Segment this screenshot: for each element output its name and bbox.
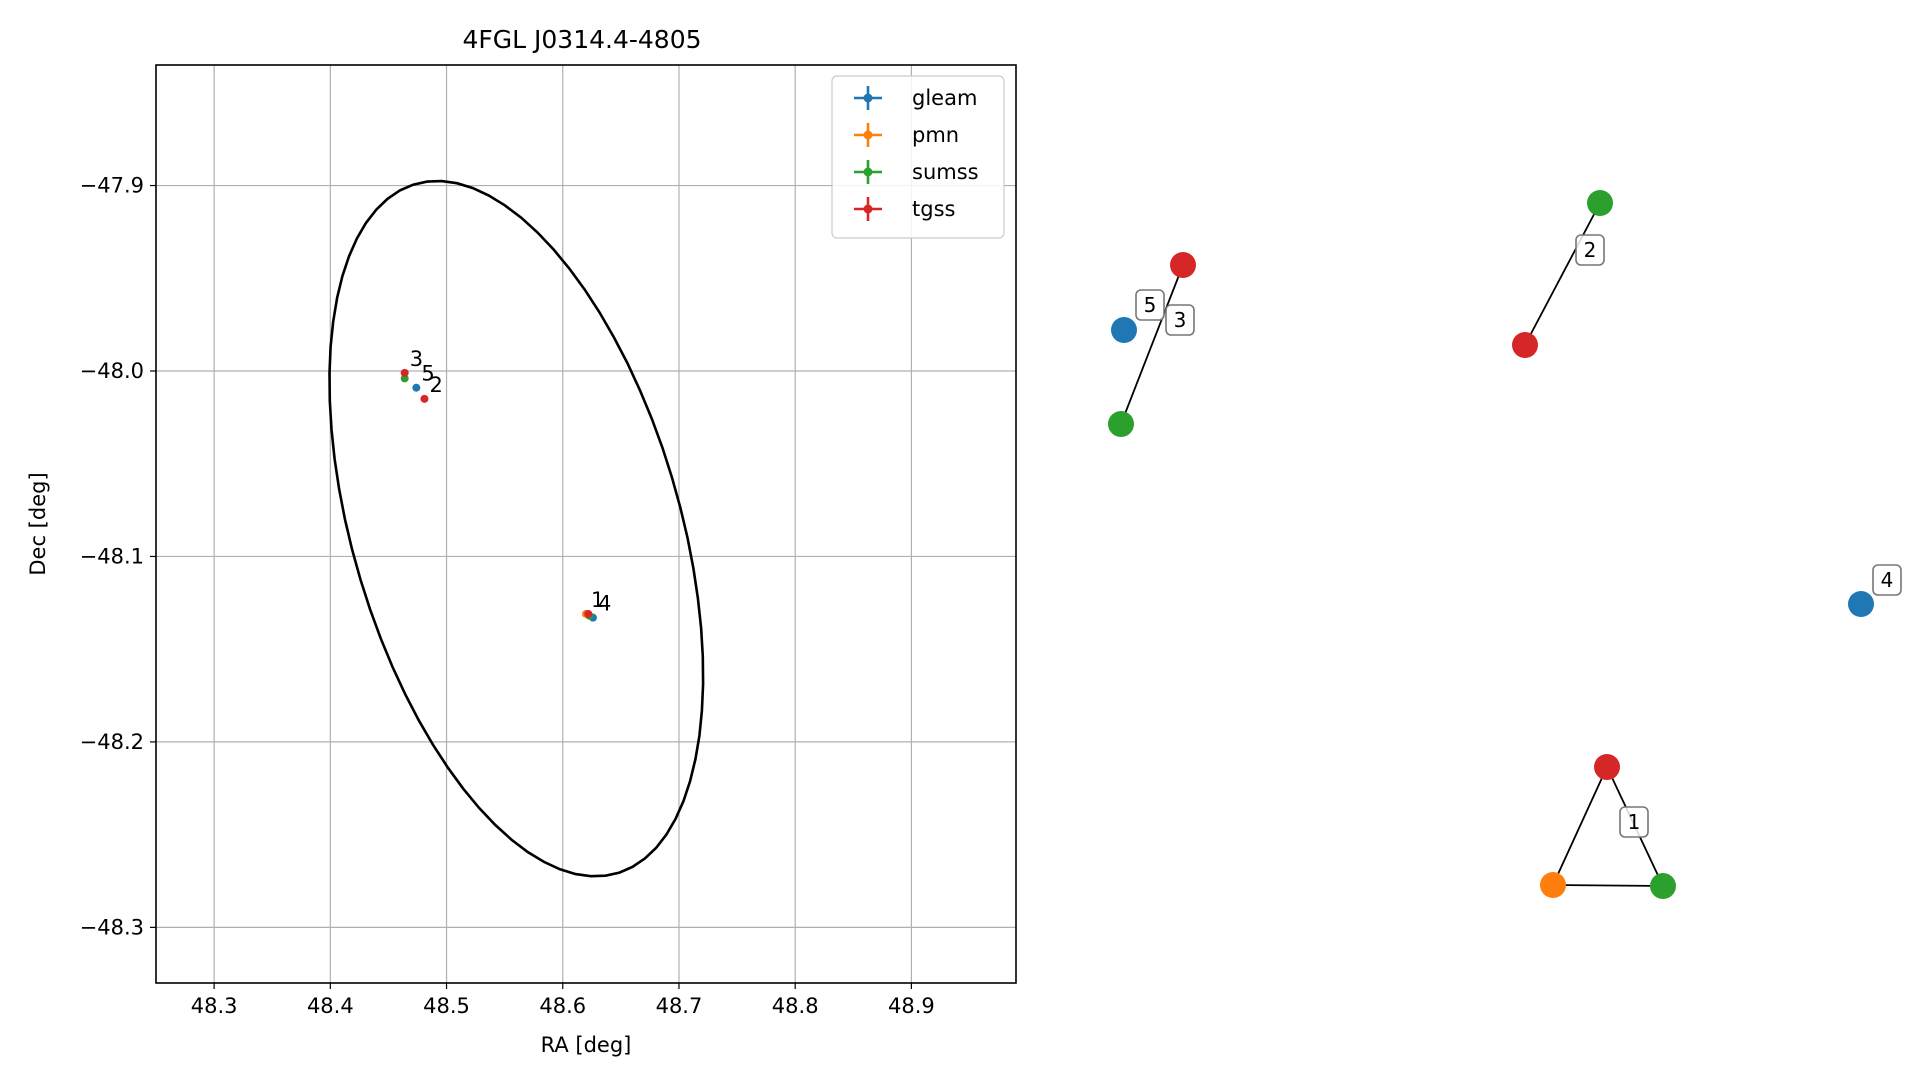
y-tick-label: −48.3 <box>80 915 144 939</box>
tgss-point <box>400 368 409 377</box>
sumss-node <box>1650 873 1676 899</box>
sumss-node <box>1587 190 1613 216</box>
y-axis-label: Dec [deg] <box>26 472 50 575</box>
edge-label: 1 <box>1628 810 1641 834</box>
gleam-node <box>1111 317 1137 343</box>
y-tick-label: −47.9 <box>80 174 144 198</box>
edge-label: 3 <box>1174 308 1187 332</box>
tgss-point <box>420 394 429 403</box>
point-annotations: 352 14 <box>410 347 612 616</box>
edge-label-box <box>1619 806 1649 838</box>
tgss-node <box>1594 754 1620 780</box>
graph-edge <box>1120 264 1184 425</box>
y-tick-label: −48.1 <box>80 544 144 568</box>
edge-label-box <box>1165 304 1195 336</box>
x-axis-label: RA [deg] <box>541 1033 632 1057</box>
data-points <box>400 368 597 622</box>
legend-marker-dot <box>863 167 873 177</box>
node-label: 4 <box>1881 568 1894 592</box>
error-ellipse <box>328 179 705 878</box>
legend-marker-dot <box>863 93 873 103</box>
plot-frame <box>155 64 1017 984</box>
x-tick-label: 48.7 <box>656 994 703 1018</box>
pmn-node <box>1540 872 1566 898</box>
tgss-node <box>1512 332 1538 358</box>
scatter-plot: 4FGL J0314.4-4805 48.3 48.4 48.5 48.6 48.7 48… <box>26 25 1017 1057</box>
node-label-box <box>1135 289 1165 321</box>
y-tick-label: −48.2 <box>80 730 144 754</box>
gleam-node <box>1848 591 1874 617</box>
sumss-node <box>1108 411 1134 437</box>
x-tick-label: 48.6 <box>539 994 586 1018</box>
tgss-point <box>584 609 593 618</box>
legend-entry: gleam <box>912 86 977 110</box>
x-tick-label: 48.4 <box>307 994 354 1018</box>
point-annotation: 3 <box>410 347 423 371</box>
legend-frame <box>831 75 1005 239</box>
legend: gleam pmn sumss tgss <box>831 75 1005 239</box>
legend-entry: sumss <box>912 160 979 184</box>
node-label: 5 <box>1144 293 1157 317</box>
graph-edge <box>1552 884 1664 887</box>
point-annotation: 5 <box>421 362 434 386</box>
x-tick-label: 48.3 <box>191 994 238 1018</box>
point-annotation: 4 <box>598 592 611 616</box>
legend-entry: tgss <box>912 197 955 221</box>
point-annotation: 1 <box>591 588 604 612</box>
sumss-point <box>400 374 409 383</box>
x-tick-label: 48.9 <box>888 994 935 1018</box>
axis-ticks: 48.3 48.4 48.5 48.6 48.7 48.8 48.9 −47.9 −48.0 −4… <box>80 174 935 1018</box>
graph-edge <box>1524 202 1601 346</box>
graph-edge <box>1552 766 1608 886</box>
point-annotation: 2 <box>429 373 442 397</box>
x-tick-label: 48.8 <box>772 994 819 1018</box>
x-tick-label: 48.5 <box>423 994 470 1018</box>
node-label-box <box>1872 564 1902 596</box>
grid <box>156 65 1016 983</box>
network-graph: 3 2 1 5 4 <box>1108 190 1902 899</box>
legend-marker-dot <box>863 204 873 214</box>
tgss-node <box>1170 252 1196 278</box>
localization-ellipse <box>328 179 705 878</box>
y-tick-label: −48.0 <box>80 359 144 383</box>
edge-label: 2 <box>1584 238 1597 262</box>
legend-marker-dot <box>863 130 873 140</box>
gleam-point <box>412 383 421 392</box>
edge-label-box <box>1575 234 1605 266</box>
chart-title: 4FGL J0314.4-4805 <box>462 25 701 54</box>
legend-entry: pmn <box>912 123 959 147</box>
